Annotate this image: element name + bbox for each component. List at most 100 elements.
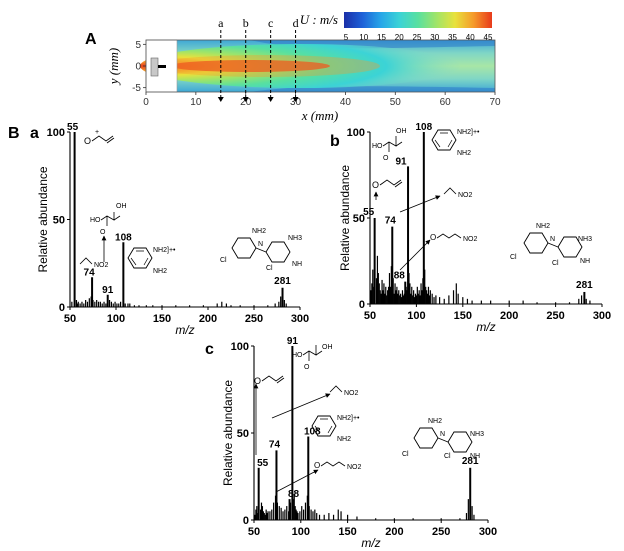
peak-label-108: 108: [115, 232, 132, 243]
panel-label-B: B: [8, 125, 20, 142]
spectrum-ylabel: Relative abundance: [338, 165, 352, 271]
svg-text:NH2: NH2: [536, 223, 550, 230]
svg-text:NH2: NH2: [252, 228, 266, 235]
svg-text:O: O: [100, 229, 106, 236]
panel-label-c: c: [205, 341, 214, 358]
spectrum-x-tick-label: 50: [64, 313, 76, 325]
spectrum-x-tick-label: 200: [385, 526, 403, 538]
colorbar-tick-label: 40: [466, 33, 475, 42]
spectrum-x-tick-label: 250: [546, 310, 564, 322]
svg-text:N: N: [440, 431, 445, 438]
svg-text:O: O: [304, 364, 310, 371]
svg-text:Cl: Cl: [266, 265, 273, 272]
spectrum-x-tick-label: 200: [500, 310, 518, 322]
nitro-fragment-structure-b2: O NO2: [430, 233, 478, 243]
arrow-88-b: [399, 239, 431, 271]
spectrum-xlabel: m/z: [175, 323, 194, 337]
acrolein-cation-structure-c: O: [254, 375, 285, 386]
flow-x-tick-label: 20: [240, 97, 252, 108]
sampling-line-arrow: [242, 97, 249, 102]
colorbar-tick-label: 35: [448, 33, 457, 42]
flow-map-ylabel: y (mm): [106, 48, 121, 86]
acrolein-cation-structure-b: O: [372, 179, 403, 190]
spectrum-xlabel: m/z: [361, 536, 380, 550]
oxalic-acid-structure-c: OH HO O: [292, 344, 333, 371]
svg-text:NH2: NH2: [337, 436, 351, 443]
spectrum-x-tick-label: 100: [292, 526, 310, 538]
flow-x-tick-label: 60: [440, 97, 452, 108]
flow-y-tick-label: 5: [135, 40, 141, 51]
nitro-fragment-structure-c2: O NO2: [314, 461, 362, 471]
panel-label-b: b: [330, 133, 340, 150]
spectrum-x-tick-label: 300: [291, 313, 309, 325]
svg-text:O: O: [383, 155, 389, 162]
colorbar: U : m/s 5 10 15 20 25 30 35 40 45: [300, 12, 493, 42]
sampling-line-arrow: [267, 97, 274, 102]
spectrum-x-tick-label: 250: [432, 526, 450, 538]
jet-hot-core: [170, 60, 330, 72]
sampling-line-label: c: [268, 16, 273, 30]
arrow-74-c: [271, 393, 331, 419]
spectrum-xlabel: m/z: [476, 320, 495, 334]
spectrum-y-tick-label: 100: [231, 341, 249, 353]
jet-warm-band: [150, 55, 380, 77]
svg-text:OH: OH: [116, 203, 127, 210]
svg-text:NH: NH: [292, 261, 302, 268]
spectrum-y-tick-label: 100: [47, 127, 65, 139]
azo-dye-structure-b: NH2 N NH3 NH Cl Cl: [510, 223, 592, 267]
peak-label-74: 74: [269, 439, 281, 450]
spectrum-y-tick-label: 0: [359, 299, 365, 311]
peak-label-88: 88: [288, 489, 300, 500]
phenylenediamine-structure-b: NH2]+• NH2: [431, 129, 480, 157]
peak-label-55: 55: [67, 122, 79, 133]
spectrum-y-tick-label: 50: [237, 428, 249, 440]
oxalic-acid-structure-b: OH HO O: [372, 128, 407, 162]
phenylenediamine-structure-c: NH2]+• NH2: [311, 415, 360, 443]
spectrum-ylabel: Relative abundance: [36, 166, 50, 272]
svg-text:O: O: [254, 376, 261, 386]
colorbar-tick-label: 30: [430, 33, 439, 42]
flow-map-xlabel: x (mm): [301, 108, 338, 123]
peak-label-91: 91: [287, 336, 299, 347]
flow-x-tick-label: 40: [340, 97, 352, 108]
spectrum-x-tick-label: 150: [338, 526, 356, 538]
nitro-fragment-structure-c1: NO2: [329, 385, 359, 397]
spectrum-y-tick-label: 0: [243, 515, 249, 527]
flow-x-tick-label: 30: [290, 97, 302, 108]
spectrum-x-tick-label: 250: [245, 313, 263, 325]
acrolein-cation-structure-a: O +: [84, 129, 115, 146]
spectrum-y-tick-label: 0: [59, 302, 65, 314]
jet-shear-layer-lower: [177, 86, 495, 92]
peak-label-55: 55: [257, 458, 269, 469]
svg-text:NH2: NH2: [457, 150, 471, 157]
svg-text:OH: OH: [396, 128, 407, 135]
peak-label-281: 281: [576, 280, 593, 291]
structures-spectrum-a: O + HO OH O NH2]+• NH2 NO2 NH2 N NH3: [79, 129, 302, 275]
spectrum-x-tick-label: 150: [454, 310, 472, 322]
peak-label-74: 74: [84, 267, 96, 278]
sampling-line-label: d: [293, 16, 299, 30]
svg-text:Cl: Cl: [220, 257, 227, 264]
peak-label-88: 88: [394, 271, 406, 282]
svg-text:Cl: Cl: [444, 453, 451, 460]
peak-label-91: 91: [395, 156, 407, 167]
spectrum-x-tick-label: 300: [593, 310, 611, 322]
svg-text:NH2]+•: NH2]+•: [337, 415, 360, 422]
azo-dye-structure-a: NH2 N NH3 NH Cl Cl: [220, 228, 302, 272]
sampling-line-arrow: [292, 97, 299, 102]
flow-x-tick-label: 10: [190, 97, 202, 108]
svg-text:NH2: NH2: [428, 418, 442, 425]
nozzle-body: [150, 57, 159, 77]
arrow-88-c: [275, 469, 319, 493]
svg-text:HO: HO: [90, 217, 101, 224]
azo-dye-structure-c: NH2 N NH3 NH Cl Cl: [402, 418, 484, 460]
flow-y-tick-label: 0: [135, 62, 141, 73]
sampling-lines: a b c d: [217, 16, 299, 102]
svg-text:NO2: NO2: [347, 464, 362, 471]
spectrum-y-tick-label: 100: [347, 127, 365, 139]
svg-text:O: O: [372, 180, 379, 190]
colorbar-tick-label: 5: [344, 33, 349, 42]
svg-text:O: O: [84, 136, 91, 146]
